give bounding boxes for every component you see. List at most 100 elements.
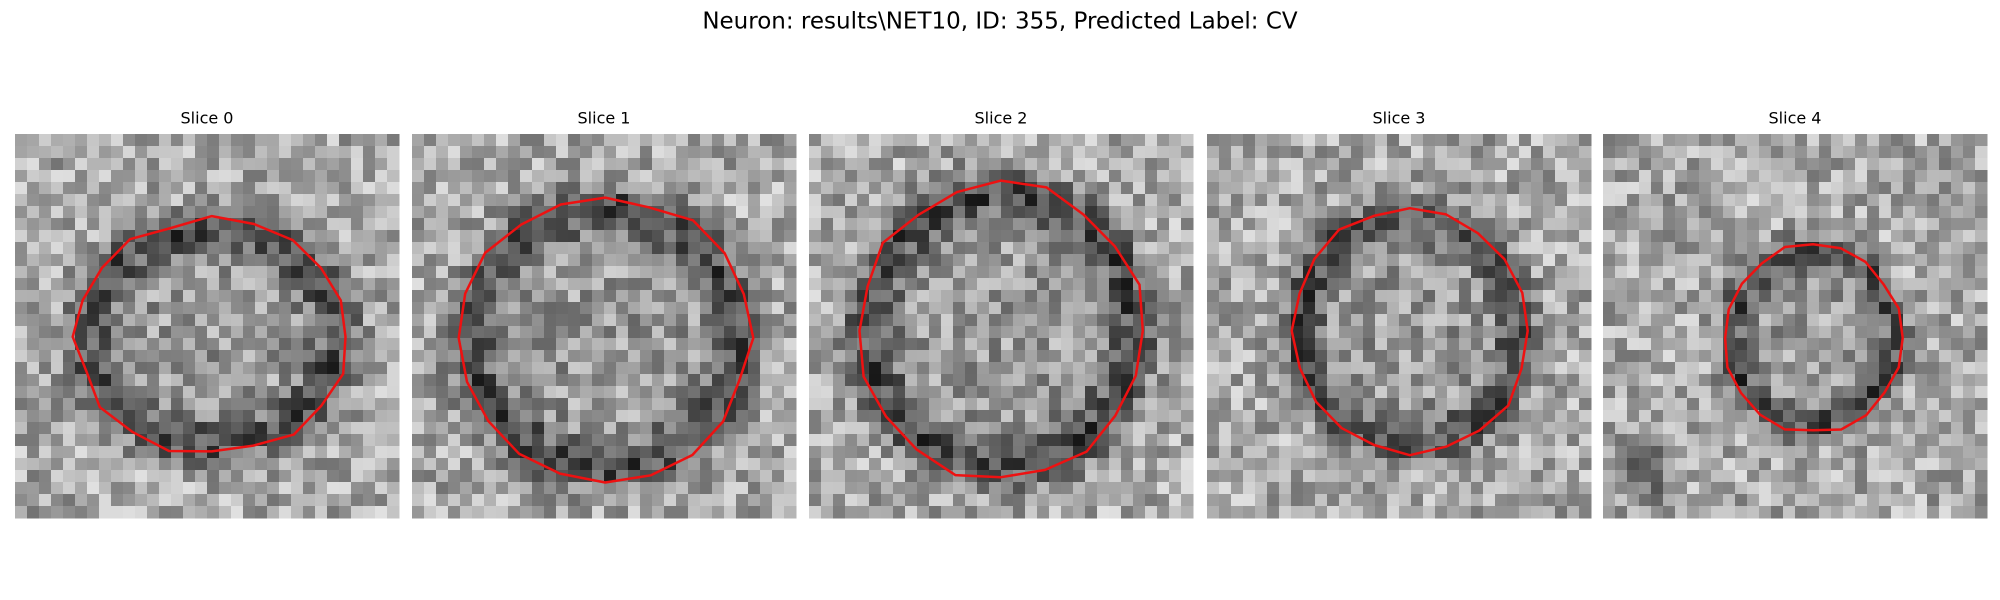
pixel	[1603, 374, 1616, 387]
pixel	[857, 242, 870, 255]
pixel	[412, 194, 425, 207]
pixel	[544, 158, 557, 171]
pixel	[1001, 410, 1014, 423]
pixel	[375, 338, 388, 351]
pixel	[1843, 446, 1856, 459]
pixel	[1675, 218, 1688, 231]
pixel	[1085, 230, 1098, 243]
pixel	[917, 314, 930, 327]
pixel	[1711, 206, 1724, 219]
pixel	[1879, 434, 1892, 447]
pixel	[1291, 170, 1304, 183]
pixel	[424, 482, 437, 495]
pixel	[339, 398, 352, 411]
pixel	[1699, 278, 1712, 291]
pixel	[1219, 170, 1232, 183]
pixel	[893, 422, 906, 435]
pixel	[893, 278, 906, 291]
pixel	[664, 338, 677, 351]
pixel	[1867, 182, 1880, 195]
pixel	[1109, 170, 1122, 183]
pixel	[327, 494, 340, 507]
pixel	[363, 290, 376, 303]
pixel	[1363, 302, 1376, 315]
pixel	[1687, 134, 1700, 147]
pixel	[592, 314, 605, 327]
pixel	[1819, 266, 1832, 279]
pixel	[1061, 470, 1074, 483]
pixel	[424, 362, 437, 375]
pixel	[821, 194, 834, 207]
pixel	[905, 158, 918, 171]
pixel	[1483, 398, 1496, 411]
pixel	[1399, 434, 1412, 447]
pixel	[1963, 410, 1976, 423]
pixel	[772, 350, 785, 363]
pixel	[1903, 314, 1916, 327]
pixel	[508, 302, 521, 315]
pixel	[123, 218, 136, 231]
pixel	[1795, 314, 1808, 327]
pixel	[1579, 434, 1592, 447]
pixel	[941, 338, 954, 351]
pixel	[1387, 470, 1400, 483]
pixel	[1795, 146, 1808, 159]
pixel	[1975, 134, 1988, 147]
pixel	[1315, 278, 1328, 291]
pixel	[387, 302, 400, 315]
pixel	[1507, 158, 1520, 171]
pixel	[1073, 410, 1086, 423]
pixel	[1219, 134, 1232, 147]
pixel	[1627, 218, 1640, 231]
pixel	[640, 350, 653, 363]
pixel	[1459, 314, 1472, 327]
pixel	[147, 458, 160, 471]
pixel	[1387, 410, 1400, 423]
pixel	[171, 506, 184, 519]
pixel	[1879, 266, 1892, 279]
pixel	[1711, 446, 1724, 459]
pixel	[39, 494, 52, 507]
pixel	[315, 278, 328, 291]
pixel	[1061, 218, 1074, 231]
pixel	[39, 170, 52, 183]
pixel	[1507, 302, 1520, 315]
pixel	[15, 458, 28, 471]
pixel	[231, 422, 244, 435]
pixel	[1363, 326, 1376, 339]
pixel	[1061, 398, 1074, 411]
pixel	[1255, 158, 1268, 171]
pixel	[147, 326, 160, 339]
pixel	[99, 434, 112, 447]
pixel	[772, 182, 785, 195]
pixel	[544, 482, 557, 495]
pixel	[1085, 482, 1098, 495]
pixel	[1783, 326, 1796, 339]
pixel	[1291, 158, 1304, 171]
pixel	[159, 470, 172, 483]
pixel	[1867, 194, 1880, 207]
pixel	[1603, 326, 1616, 339]
pixel	[1037, 206, 1050, 219]
pixel	[1013, 242, 1026, 255]
pixel	[219, 206, 232, 219]
pixel	[1567, 362, 1580, 375]
pixel	[1231, 434, 1244, 447]
pixel	[556, 206, 569, 219]
pixel	[1447, 134, 1460, 147]
pixel	[412, 338, 425, 351]
pixel	[989, 482, 1002, 495]
pixel	[1555, 290, 1568, 303]
pixel	[195, 374, 208, 387]
pixel	[1037, 254, 1050, 267]
pixel	[1675, 314, 1688, 327]
pixel	[1219, 506, 1232, 519]
pixel	[953, 446, 966, 459]
pixel	[1759, 458, 1772, 471]
pixel	[195, 398, 208, 411]
pixel	[1097, 290, 1110, 303]
pixel	[1387, 230, 1400, 243]
pixel	[255, 278, 268, 291]
pixel	[1121, 254, 1134, 267]
pixel	[965, 446, 978, 459]
